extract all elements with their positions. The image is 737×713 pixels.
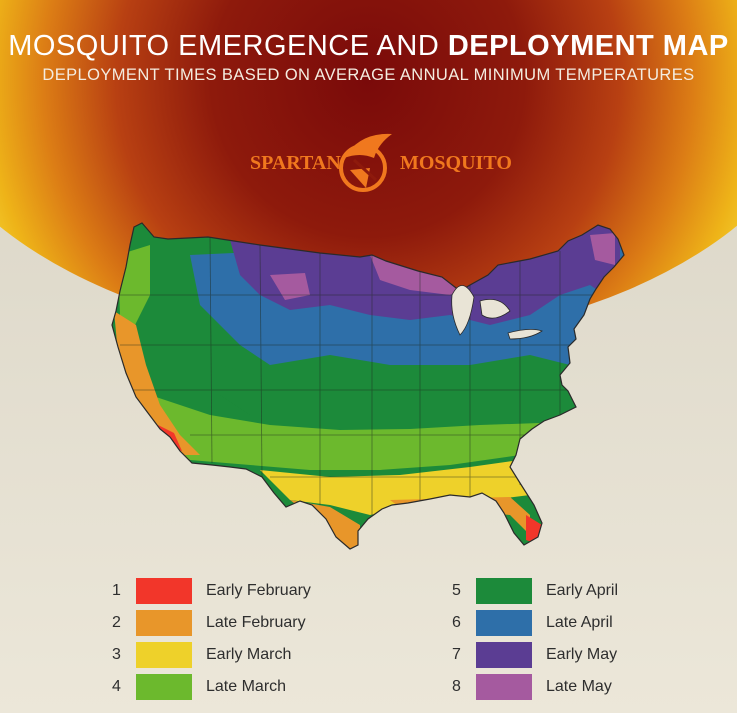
- legend-number: 2: [112, 614, 121, 631]
- legend-number: 8: [452, 678, 461, 695]
- spartan-helmet-icon: [339, 133, 392, 192]
- legend-label: Early February: [206, 582, 311, 599]
- title-bold: DEPLOYMENT MAP: [447, 30, 729, 62]
- legend-swatch: [476, 610, 532, 636]
- legend-label: Early March: [206, 646, 292, 663]
- legend-swatch: [136, 642, 192, 668]
- legend-number: 5: [452, 582, 461, 599]
- legend-swatch: [136, 610, 192, 636]
- legend-number: 1: [112, 582, 121, 599]
- page-subtitle: DEPLOYMENT TIMES BASED ON AVERAGE ANNUAL…: [42, 66, 695, 84]
- legend-label: Early May: [546, 646, 618, 663]
- legend-label: Late May: [546, 678, 612, 695]
- legend-swatch: [476, 642, 532, 668]
- legend-swatch: [136, 674, 192, 700]
- legend-label: Late April: [546, 614, 613, 631]
- legend-number: 7: [452, 646, 461, 663]
- page-title: MOSQUITO EMERGENCE AND DEPLOYMENT MAP: [0, 30, 737, 63]
- legend-label: Early April: [546, 582, 619, 599]
- legend-number: 6: [452, 614, 461, 631]
- legend-number: 4: [112, 678, 121, 695]
- us-deployment-zone-map: [111, 222, 625, 550]
- legend-label: Late March: [206, 678, 287, 695]
- logo-text-left: SPARTAN: [250, 152, 341, 174]
- logo-text-right: MOSQUITO: [400, 152, 512, 174]
- legend-swatch: [476, 674, 532, 700]
- legend: 1 Early February 2 Late February 3 Early…: [0, 573, 737, 703]
- legend-number: 3: [112, 646, 121, 663]
- legend-swatch: [476, 578, 532, 604]
- legend-swatch: [136, 578, 192, 604]
- legend-label: Late February: [206, 614, 306, 631]
- spartan-mosquito-logo: SPARTAN MOSQUITO: [250, 126, 512, 198]
- title-regular: MOSQUITO EMERGENCE AND: [8, 30, 448, 62]
